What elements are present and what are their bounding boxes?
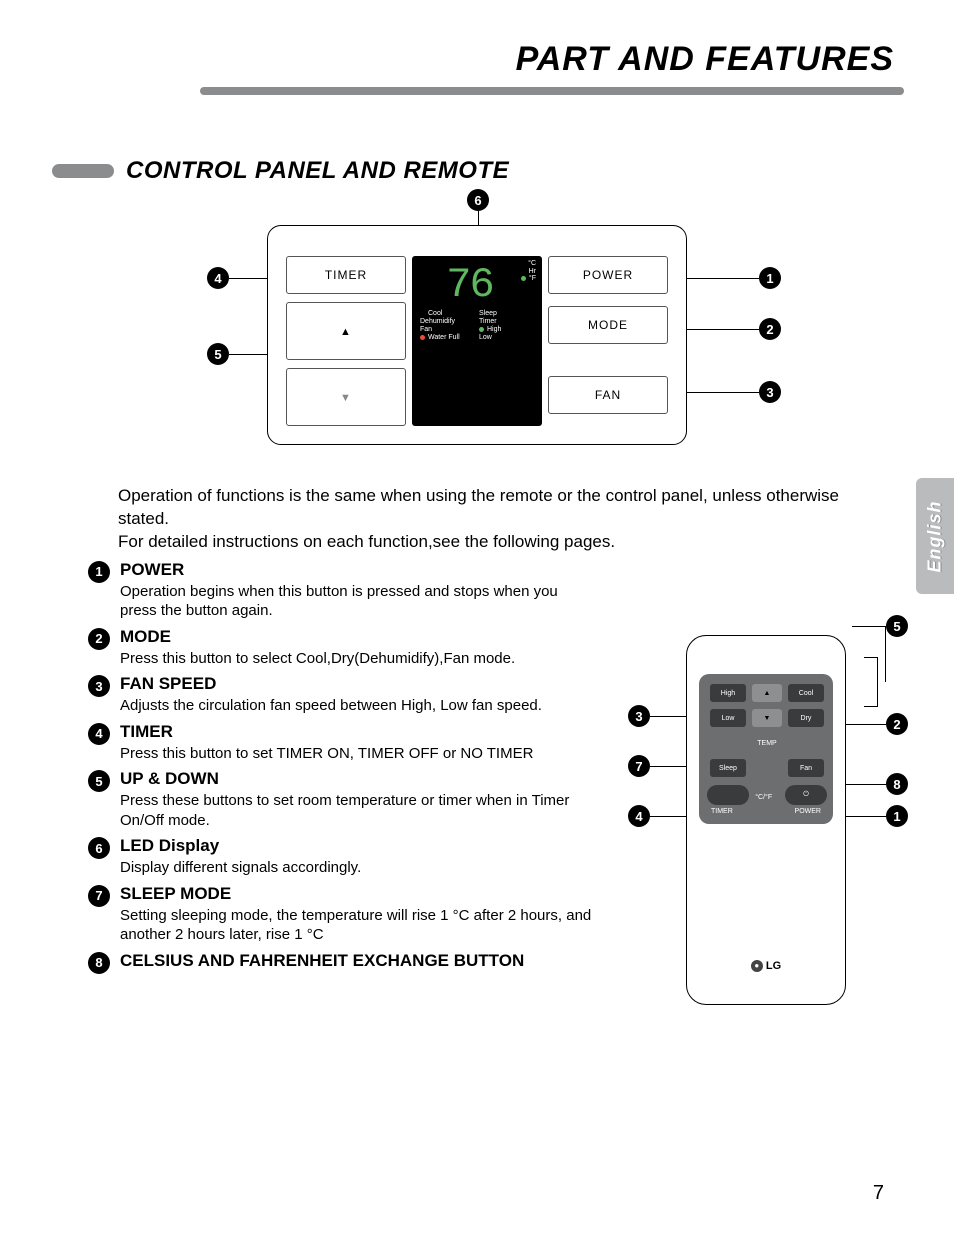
feature-item: 1 POWEROperation begins when this button … xyxy=(88,560,598,621)
remote-down-button[interactable]: ▼ xyxy=(752,709,782,727)
panel-mode-button[interactable]: MODE xyxy=(548,306,668,344)
callout-bubble-2: 2 xyxy=(759,318,781,340)
title-bar xyxy=(200,87,904,95)
display-units: °C Hr °F xyxy=(521,260,536,283)
feature-item: 5 UP & DOWNPress these buttons to set roo… xyxy=(88,769,598,830)
remote-timer-button[interactable] xyxy=(707,785,749,805)
feature-title: UP & DOWN xyxy=(120,769,598,789)
feature-desc: Press these buttons to set room temperat… xyxy=(120,791,598,830)
feature-bubble: 6 xyxy=(88,837,110,859)
remote-diagram: 3 7 4 5 2 8 1 High ▲ Cool Low ▼ Dry TEMP xyxy=(628,595,908,1035)
up-icon xyxy=(340,324,352,338)
remote-up-button[interactable]: ▲ xyxy=(752,684,782,702)
remote-body: High ▲ Cool Low ▼ Dry TEMP Sleep Fan ⏻ T… xyxy=(686,635,846,1005)
remote-cf-label: °C/°F xyxy=(755,794,772,801)
feature-bubble: 8 xyxy=(88,952,110,974)
bracket-remote-5 xyxy=(864,657,878,707)
feature-bubble: 7 xyxy=(88,885,110,907)
feature-title: TIMER xyxy=(120,722,533,742)
control-panel: TIMER 76 °C Hr °F Cool Sleep Dehumidify xyxy=(267,225,687,445)
feature-title: POWER xyxy=(120,560,598,580)
page-number: 7 xyxy=(873,1182,884,1205)
intro-text: Operation of functions is the same when … xyxy=(118,485,874,554)
feature-bubble: 1 xyxy=(88,561,110,583)
feature-title: SLEEP MODE xyxy=(120,884,598,904)
remote-low-button[interactable]: Low xyxy=(710,709,746,727)
callout-line xyxy=(687,329,759,330)
section-bar xyxy=(52,164,114,178)
callout-remote-1: 1 xyxy=(844,805,908,827)
feature-desc: Display different signals accordingly. xyxy=(120,858,361,878)
feature-desc: Adjusts the circulation fan speed betwee… xyxy=(120,696,542,716)
feature-title: CELSIUS AND FAHRENHEIT EXCHANGE BUTTON xyxy=(120,951,524,971)
callout-remote-2: 2 xyxy=(844,713,908,735)
remote-fan-button[interactable]: Fan xyxy=(788,759,824,777)
callout-1: 1 xyxy=(687,267,781,289)
callout-bubble-6: 6 xyxy=(467,189,489,211)
display-value: 76 xyxy=(418,260,521,306)
feature-title: LED Display xyxy=(120,836,361,856)
section-title: CONTROL PANEL AND REMOTE xyxy=(126,157,509,185)
callout-bubble-1: 1 xyxy=(759,267,781,289)
callout-bubble-5: 5 xyxy=(207,343,229,365)
remote-power-label: POWER xyxy=(795,808,821,815)
page-title: PART AND FEATURES xyxy=(0,0,954,87)
line-remote-5 xyxy=(885,626,886,682)
feature-item: 7 SLEEP MODESetting sleeping mode, the te… xyxy=(88,884,598,945)
feature-item: 8 CELSIUS AND FAHRENHEIT EXCHANGE BUTTON xyxy=(88,951,598,974)
callout-line xyxy=(687,392,759,393)
feature-bubble: 4 xyxy=(88,723,110,745)
language-tab: English xyxy=(916,478,954,594)
down-icon xyxy=(340,390,352,404)
callout-remote-8: 8 xyxy=(844,773,908,795)
feature-title: FAN SPEED xyxy=(120,674,542,694)
feature-bubble: 3 xyxy=(88,675,110,697)
control-panel-diagram: 6 4 5 1 2 3 TIMER 76 xyxy=(137,195,817,465)
display-labels: Cool Sleep Dehumidify Timer Fan High Wat… xyxy=(418,306,536,343)
feature-item: 2 MODEPress this button to select Cool,Dr… xyxy=(88,627,598,669)
panel-timer-button[interactable]: TIMER xyxy=(286,256,406,294)
callout-2: 2 xyxy=(687,318,781,340)
feature-desc: Press this button to select Cool,Dry(Deh… xyxy=(120,649,515,669)
remote-logo: ● LG xyxy=(687,960,845,972)
remote-button-panel: High ▲ Cool Low ▼ Dry TEMP Sleep Fan ⏻ T… xyxy=(699,674,833,824)
callout-3: 3 xyxy=(687,381,781,403)
panel-power-button[interactable]: POWER xyxy=(548,256,668,294)
feature-bubble: 5 xyxy=(88,770,110,792)
feature-item: 3 FAN SPEEDAdjusts the circulation fan sp… xyxy=(88,674,598,716)
panel-fan-button[interactable]: FAN xyxy=(548,376,668,414)
feature-list: 1 POWEROperation begins when this button … xyxy=(88,560,598,974)
remote-sleep-button[interactable]: Sleep xyxy=(710,759,746,777)
feature-desc: Press this button to set TIMER ON, TIMER… xyxy=(120,744,533,764)
feature-bubble: 2 xyxy=(88,628,110,650)
callout-remote-5: 5 xyxy=(852,615,908,637)
panel-display: 76 °C Hr °F Cool Sleep Dehumidify Timer … xyxy=(412,256,542,426)
feature-item: 6 LED DisplayDisplay different signals ac… xyxy=(88,836,598,878)
panel-up-button[interactable] xyxy=(286,302,406,360)
callout-bubble-4: 4 xyxy=(207,267,229,289)
panel-down-button[interactable] xyxy=(286,368,406,426)
remote-dry-button[interactable]: Dry xyxy=(788,709,824,727)
remote-power-button[interactable]: ⏻ xyxy=(785,785,827,805)
feature-item: 4 TIMERPress this button to set TIMER ON,… xyxy=(88,722,598,764)
feature-title: MODE xyxy=(120,627,515,647)
section-header: CONTROL PANEL AND REMOTE xyxy=(52,157,954,185)
remote-timer-label: TIMER xyxy=(711,808,733,815)
remote-high-button[interactable]: High xyxy=(710,684,746,702)
callout-bubble-3: 3 xyxy=(759,381,781,403)
callout-line xyxy=(687,278,759,279)
callout-line xyxy=(229,354,269,355)
remote-cool-button[interactable]: Cool xyxy=(788,684,824,702)
feature-desc: Operation begins when this button is pre… xyxy=(120,582,598,621)
remote-temp-label: TEMP xyxy=(757,740,776,747)
callout-5: 5 xyxy=(207,343,269,365)
feature-desc: Setting sleeping mode, the temperature w… xyxy=(120,906,598,945)
